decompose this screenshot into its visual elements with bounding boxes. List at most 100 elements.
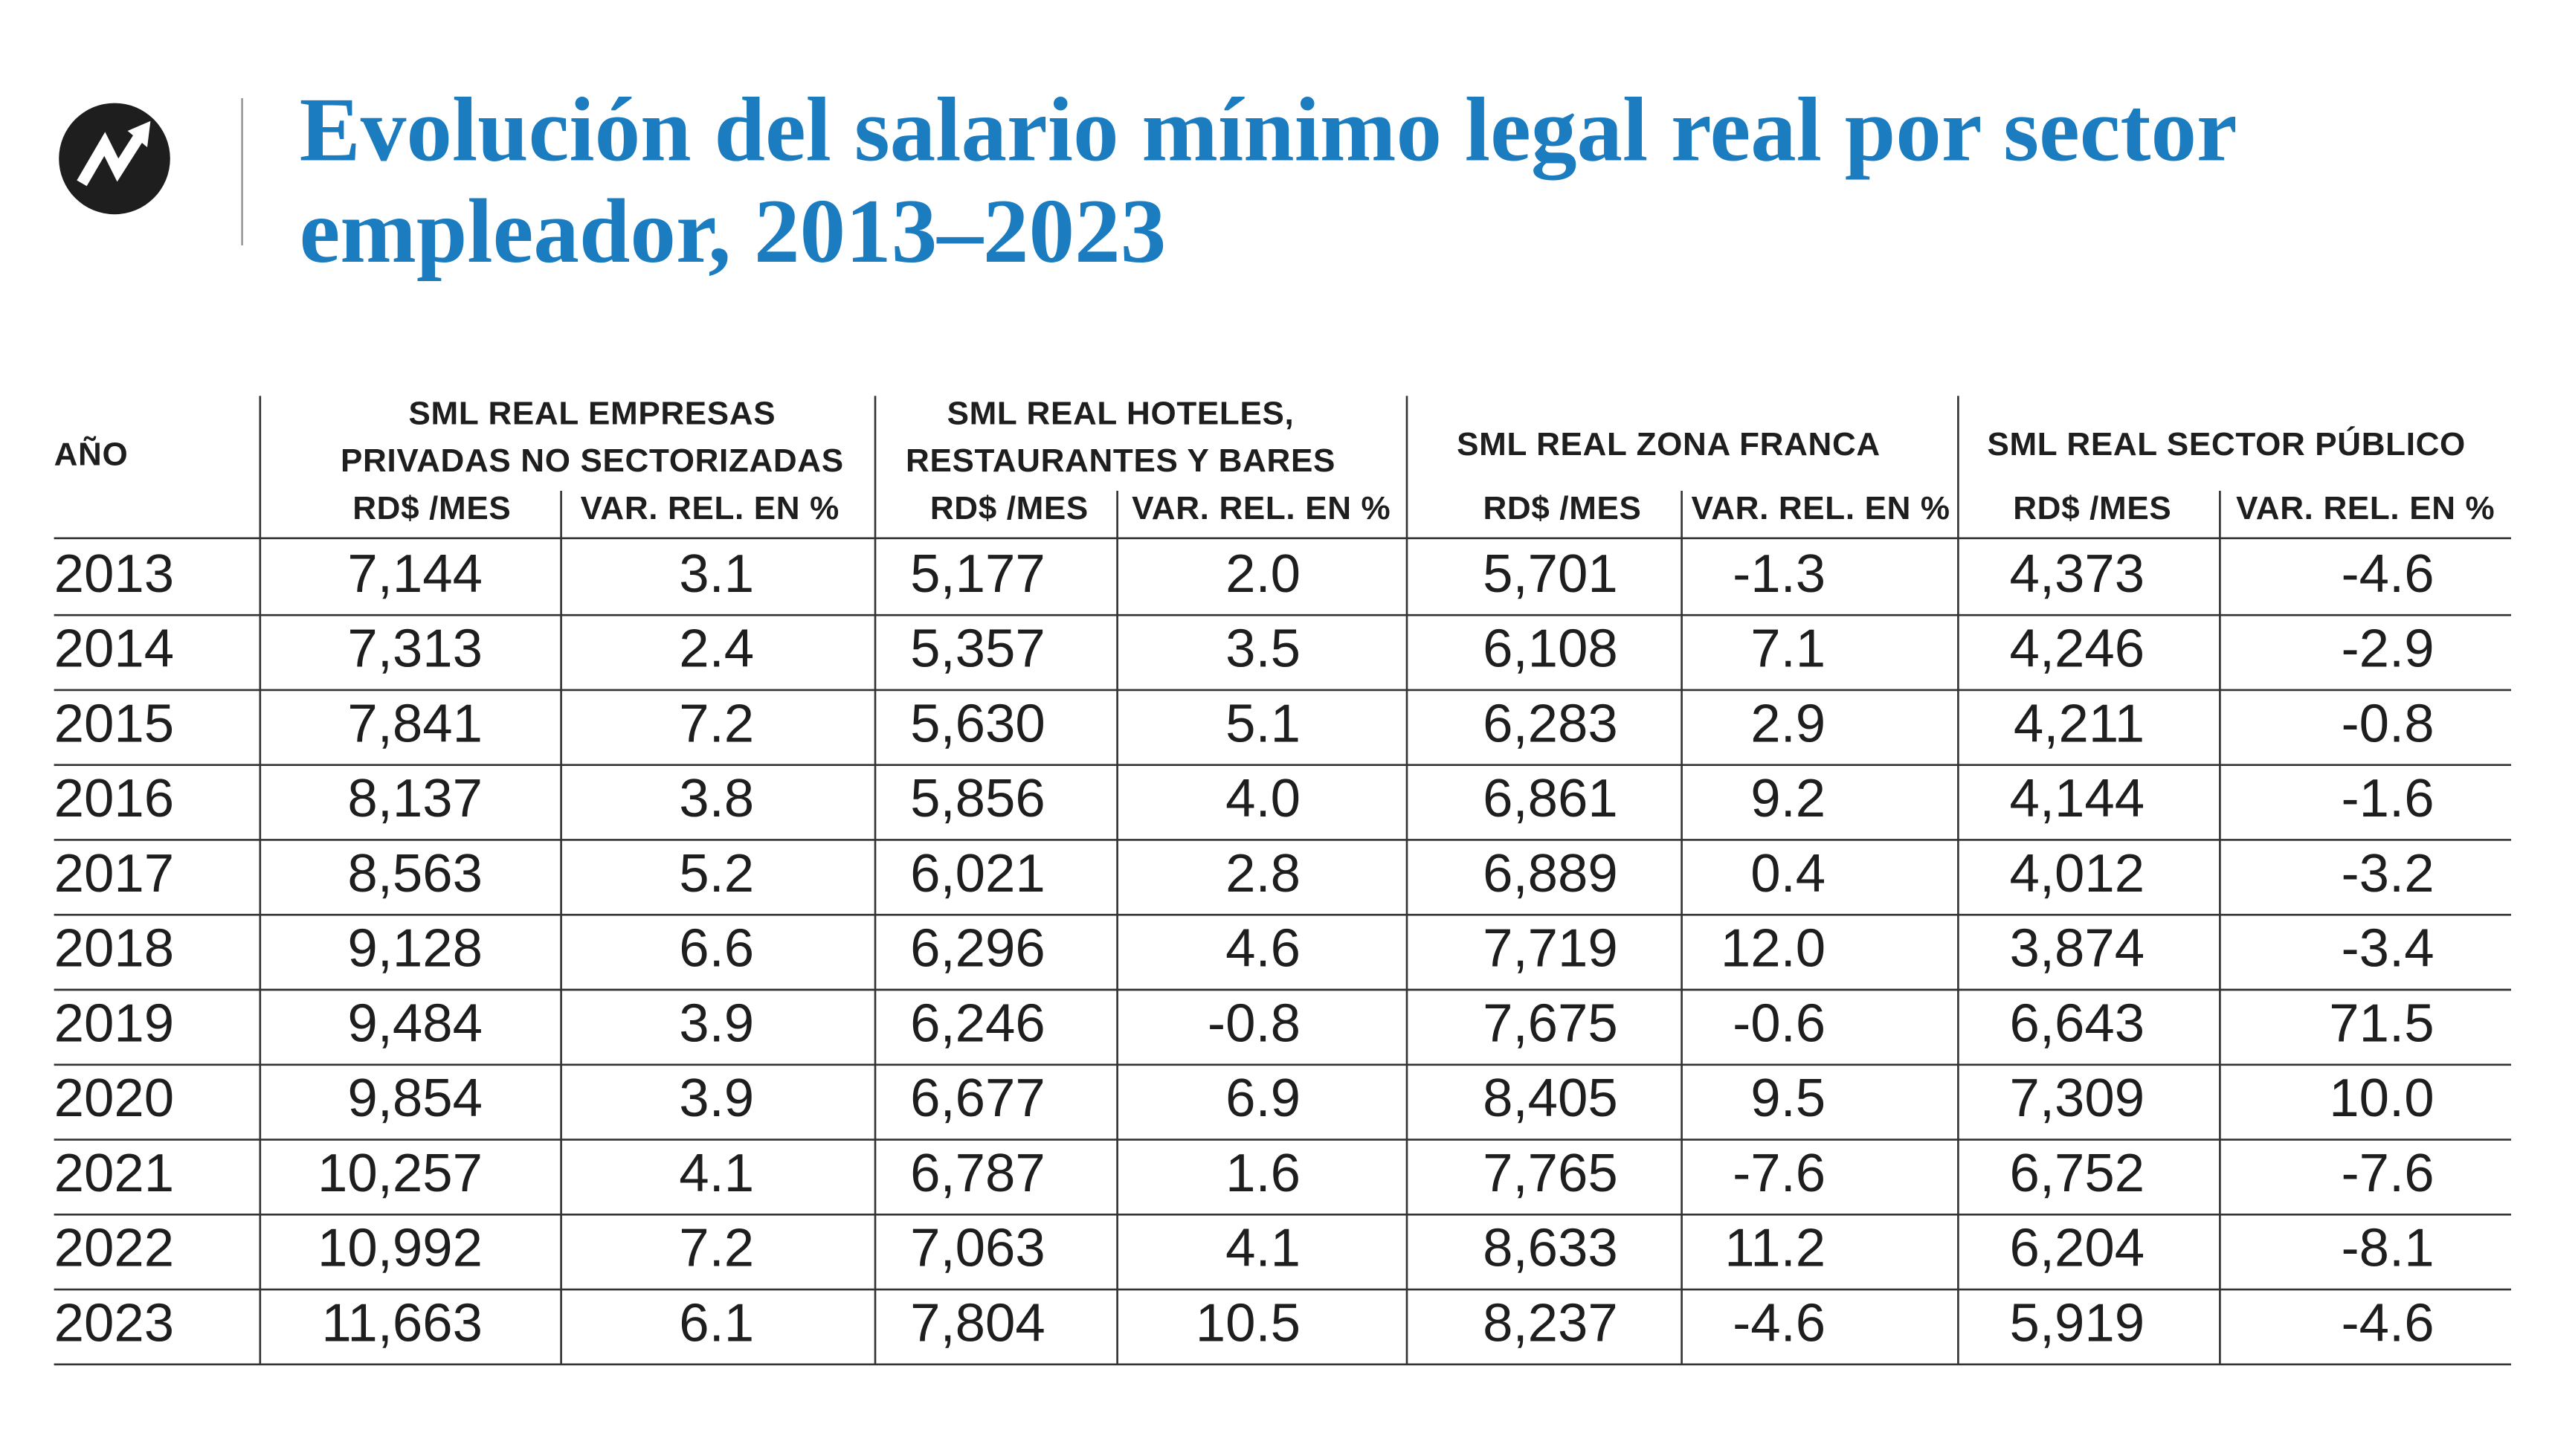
value-cell: 10,257	[318, 1143, 483, 1203]
sub-header: VAR. REL. EN %	[2236, 490, 2495, 526]
value-cell: 8,137	[347, 768, 483, 828]
value-cell: 6,204	[2010, 1218, 2145, 1278]
value-cell: 3.1	[679, 544, 754, 604]
value-cell: 4.1	[1225, 1218, 1301, 1278]
value-cell: 71.5	[2329, 993, 2434, 1053]
value-cell: 7.1	[1750, 619, 1826, 679]
value-cell: -0.6	[1733, 993, 1826, 1053]
year-cell: 2016	[54, 768, 175, 828]
sub-header: RD$ /MES	[2013, 490, 2171, 526]
value-cell: 3.9	[679, 1068, 754, 1128]
sub-header: VAR. REL. EN %	[581, 490, 840, 526]
value-cell: 5,357	[910, 619, 1045, 679]
value-cell: 2.8	[1225, 843, 1301, 903]
group-header: SML REAL SECTOR PÚBLICO	[1987, 425, 2465, 463]
value-cell: 6,861	[1483, 768, 1618, 828]
value-cell: -7.6	[2342, 1143, 2435, 1203]
year-cell: 2022	[54, 1218, 175, 1278]
value-cell: 9,128	[347, 918, 483, 979]
value-cell: 9.5	[1750, 1068, 1826, 1128]
value-cell: 3.8	[679, 768, 754, 828]
value-cell: 6,108	[1483, 619, 1618, 679]
value-cell: 6.6	[679, 918, 754, 979]
group-header: SML REAL EMPRESAS	[409, 395, 776, 431]
value-cell: 6.9	[1225, 1068, 1301, 1128]
title-line: empleador, 2013–2023	[300, 180, 1167, 282]
value-cell: -3.4	[2342, 918, 2435, 979]
value-cell: 4,144	[2010, 768, 2145, 828]
year-cell: 2014	[54, 619, 175, 679]
value-cell: -2.9	[2342, 619, 2435, 679]
value-cell: 9,484	[347, 993, 483, 1053]
value-cell: 6,677	[910, 1068, 1045, 1128]
value-cell: 6,296	[910, 918, 1045, 979]
year-cell: 2017	[54, 843, 175, 903]
value-cell: 7,313	[347, 619, 483, 679]
group-header: PRIVADAS NO SECTORIZADAS	[341, 442, 844, 479]
value-cell: 6,752	[2010, 1143, 2145, 1203]
value-cell: -4.6	[2342, 1292, 2435, 1353]
value-cell: 2.9	[1750, 693, 1826, 753]
value-cell: 3,874	[2010, 918, 2145, 979]
value-cell: 9,854	[347, 1068, 483, 1128]
group-header: RESTAURANTES Y BARES	[906, 442, 1335, 479]
sub-header: VAR. REL. EN %	[1132, 490, 1391, 526]
value-cell: 11.2	[1724, 1218, 1826, 1278]
value-cell: 8,237	[1483, 1292, 1618, 1353]
value-cell: 3.5	[1225, 619, 1301, 679]
value-cell: 7,063	[910, 1218, 1045, 1278]
value-cell: 4,373	[2010, 544, 2145, 604]
year-cell: 2018	[54, 918, 175, 979]
value-cell: -4.6	[2342, 544, 2435, 604]
value-cell: 5,177	[910, 544, 1045, 604]
value-cell: 7,841	[347, 693, 483, 753]
group-header: SML REAL HOTELES,	[947, 395, 1295, 431]
value-cell: -3.2	[2342, 843, 2435, 903]
value-cell: 6,283	[1483, 693, 1618, 753]
value-cell: 7.2	[679, 1218, 754, 1278]
value-cell: 6,889	[1483, 843, 1618, 903]
year-cell: 2023	[54, 1292, 175, 1353]
value-cell: 10.5	[1196, 1292, 1301, 1353]
value-cell: 8,563	[347, 843, 483, 903]
value-cell: 7,719	[1483, 918, 1618, 979]
value-cell: 7,309	[2010, 1068, 2145, 1128]
year-cell: 2021	[54, 1143, 175, 1203]
value-cell: 3.9	[679, 993, 754, 1053]
year-cell: 2015	[54, 693, 175, 753]
value-cell: -8.1	[2342, 1218, 2435, 1278]
value-cell: 5,701	[1483, 544, 1618, 604]
value-cell: 10.0	[2329, 1068, 2434, 1128]
value-cell: 6,787	[910, 1143, 1045, 1203]
title-line: Evolución del salario mínimo legal real …	[300, 79, 2237, 181]
value-cell: 5,856	[910, 768, 1045, 828]
value-cell: 2.0	[1225, 544, 1301, 604]
value-cell: 8,405	[1483, 1068, 1618, 1128]
value-cell: -1.3	[1733, 544, 1826, 604]
value-cell: 8,633	[1483, 1218, 1618, 1278]
year-header: AÑO	[54, 435, 129, 472]
value-cell: -0.8	[2342, 693, 2435, 753]
value-cell: 6,021	[910, 843, 1045, 903]
value-cell: 1.6	[1225, 1143, 1301, 1203]
value-cell: 6.1	[679, 1292, 754, 1353]
value-cell: 10,992	[318, 1218, 483, 1278]
sub-header: RD$ /MES	[1483, 490, 1641, 526]
value-cell: 2.4	[679, 619, 754, 679]
year-cell: 2013	[54, 544, 175, 604]
year-cell: 2019	[54, 993, 175, 1053]
value-cell: 4.6	[1225, 918, 1301, 979]
value-cell: 11,663	[321, 1292, 483, 1353]
value-cell: 6,246	[910, 993, 1045, 1053]
group-header: SML REAL ZONA FRANCA	[1457, 426, 1881, 463]
value-cell: -4.6	[1733, 1292, 1826, 1353]
value-cell: 4,012	[2010, 843, 2145, 903]
value-cell: 7,765	[1483, 1143, 1618, 1203]
value-cell: 7,675	[1483, 993, 1618, 1053]
value-cell: 5.2	[679, 843, 754, 903]
value-cell: 4,211	[2014, 693, 2145, 753]
value-cell: 6,643	[2010, 993, 2145, 1053]
value-cell: 4,246	[2010, 619, 2145, 679]
sub-header: RD$ /MES	[930, 490, 1089, 526]
